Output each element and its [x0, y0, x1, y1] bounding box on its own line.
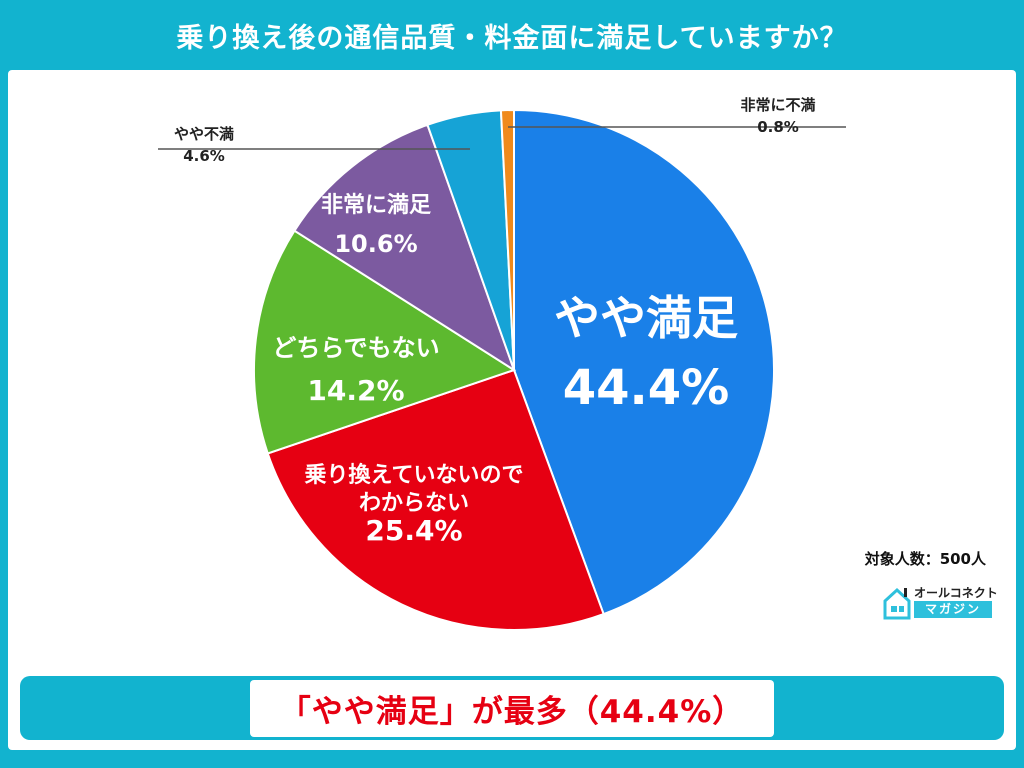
logo-text-bottom: マガジン — [914, 601, 992, 618]
slice-value-1: 44.4% — [563, 360, 730, 416]
conclusion-banner: 「やや満足」が最多（44.4%） — [20, 676, 1004, 740]
chart-title: 乗り換え後の通信品質・料金面に満足していますか？ — [176, 22, 848, 54]
slice-label-2-line-2: わからない — [359, 491, 469, 516]
pie-slice-3 — [253, 229, 517, 455]
slice-value-6: 0.8% — [757, 118, 799, 136]
header: 乗り換え後の通信品質・料金面に満足していますか？ — [0, 0, 1024, 70]
slice-value-4: 10.6% — [334, 230, 417, 258]
logo: オールコネクト マガジン — [876, 584, 1006, 624]
slice-label-1: やや満足 — [554, 291, 738, 345]
slice-value-3: 14.2% — [307, 374, 404, 407]
pie-slice-4 — [293, 123, 516, 373]
slice-label-6: 非常に不満 — [740, 96, 815, 114]
logo-text-top: オールコネクト — [914, 586, 998, 600]
pie-slice-6 — [499, 108, 515, 371]
chart-panel: やや満足 44.4% 乗り換えていないので わからない 25.4% どちらでもない 14.2… — [8, 70, 1016, 750]
house-icon — [883, 587, 911, 620]
slice-value-2: 25.4% — [365, 514, 462, 547]
slice-label-3: どちらでもない — [272, 334, 439, 362]
pie-slice-2 — [266, 368, 605, 631]
slice-value-5: 4.6% — [183, 147, 225, 165]
pie-slice-1 — [513, 108, 775, 616]
sample-size: 対象人数：500人 — [864, 550, 986, 568]
slice-label-2-line-1: 乗り換えていないので — [305, 462, 524, 488]
conclusion-text: 「やや満足」が最多（44.4%） — [279, 693, 745, 730]
slice-label-4: 非常に満足 — [321, 192, 431, 218]
slice-label-5: やや不満 — [174, 125, 234, 143]
